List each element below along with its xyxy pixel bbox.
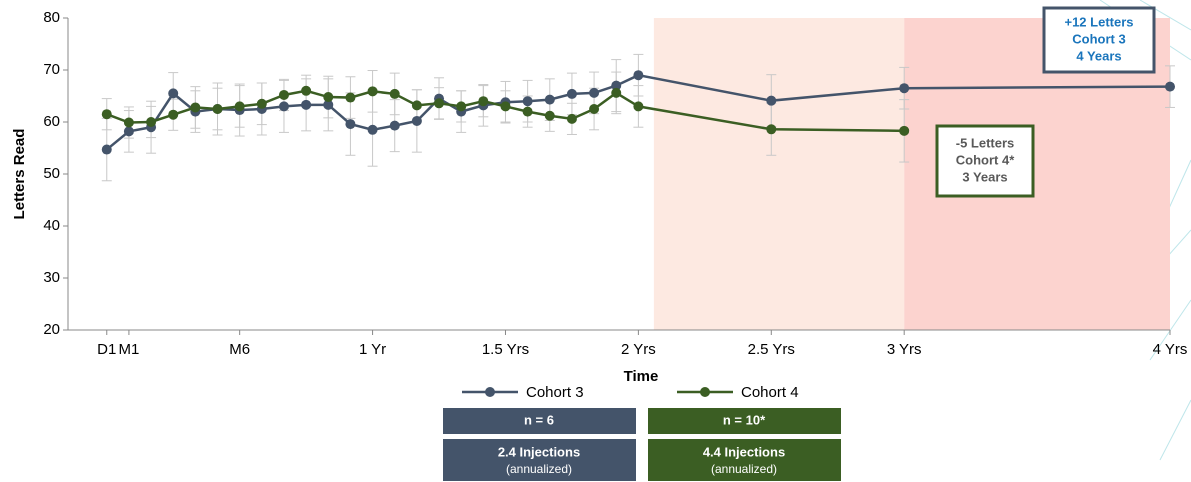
data-point <box>368 125 378 135</box>
x-tick-label: M1 <box>118 341 139 358</box>
y-tick-label: 60 <box>43 113 60 130</box>
annotation-text: Cohort 4* <box>956 152 1015 167</box>
data-point <box>567 114 577 124</box>
data-point <box>899 83 909 93</box>
annotation-text: -5 Letters <box>956 135 1015 150</box>
y-tick-label: 20 <box>43 321 60 338</box>
legend-marker <box>700 387 710 397</box>
annotation-text: +12 Letters <box>1064 14 1133 29</box>
y-tick-label: 40 <box>43 217 60 234</box>
y-tick-label: 30 <box>43 269 60 286</box>
legend-label: Cohort 4 <box>741 384 799 401</box>
data-point <box>1165 82 1175 92</box>
data-point <box>345 119 355 129</box>
data-point <box>213 104 223 114</box>
data-point <box>523 107 533 117</box>
y-tick-label: 70 <box>43 61 60 78</box>
x-axis-label: Time <box>624 368 659 385</box>
y-tick-label: 80 <box>43 9 60 26</box>
data-point <box>301 100 311 110</box>
legend-marker <box>485 387 495 397</box>
data-point <box>523 96 533 106</box>
data-point <box>545 95 555 105</box>
chart: 20 30 40 50 60 70 80 D1M1 M6 1 Yr 1.5 Yrs 2 Yrs 2.5 … <box>0 0 1191 482</box>
summary-n: n = 10* <box>723 412 766 427</box>
x-tick-label: 3 Yrs <box>887 341 922 358</box>
x-tick-label: 4 Yrs <box>1153 341 1188 358</box>
data-point <box>168 88 178 98</box>
data-point <box>257 99 267 109</box>
data-point <box>124 126 134 136</box>
data-point <box>235 101 245 111</box>
data-point <box>766 96 776 106</box>
data-point <box>567 89 577 99</box>
data-point <box>899 126 909 136</box>
data-point <box>390 121 400 131</box>
data-point <box>412 100 422 110</box>
data-point <box>589 104 599 114</box>
data-point <box>190 102 200 112</box>
data-point <box>633 101 643 111</box>
legend-label: Cohort 3 <box>526 384 584 401</box>
data-point <box>500 101 510 111</box>
data-point <box>611 88 621 98</box>
data-point <box>545 111 555 121</box>
x-tick-label: 1 Yr <box>359 341 386 358</box>
data-point <box>766 124 776 134</box>
data-point <box>456 101 466 111</box>
annotation-text: 4 Years <box>1076 48 1121 63</box>
data-point <box>589 88 599 98</box>
x-tick-label: 2.5 Yrs <box>748 341 795 358</box>
data-point <box>633 70 643 80</box>
x-tick-label: D1 <box>97 341 116 358</box>
data-point <box>345 93 355 103</box>
data-point <box>412 116 422 126</box>
data-point <box>168 110 178 120</box>
summary-note: (annualized) <box>711 462 777 476</box>
data-point <box>146 117 156 127</box>
data-point <box>434 98 444 108</box>
summary-n: n = 6 <box>524 412 554 427</box>
data-point <box>124 118 134 128</box>
x-tick-label: 2 Yrs <box>621 341 656 358</box>
data-point <box>279 101 289 111</box>
shaded-region <box>654 18 904 330</box>
annotation-text: 3 Years <box>962 169 1007 184</box>
data-point <box>102 145 112 155</box>
x-tick-label: 1.5 Yrs <box>482 341 529 358</box>
summary-injections: 2.4 Injections <box>498 444 580 459</box>
data-point <box>390 89 400 99</box>
annotation-text: Cohort 3 <box>1072 31 1125 46</box>
data-point <box>478 96 488 106</box>
data-point <box>323 92 333 102</box>
summary-note: (annualized) <box>506 462 572 476</box>
summary-injections: 4.4 Injections <box>703 444 785 459</box>
data-point <box>102 109 112 119</box>
y-tick-label: 50 <box>43 165 60 182</box>
data-point <box>279 90 289 100</box>
y-axis-label: Letters Read <box>11 129 28 220</box>
data-point <box>368 86 378 96</box>
data-point <box>301 86 311 96</box>
x-tick-label: M6 <box>229 341 250 358</box>
